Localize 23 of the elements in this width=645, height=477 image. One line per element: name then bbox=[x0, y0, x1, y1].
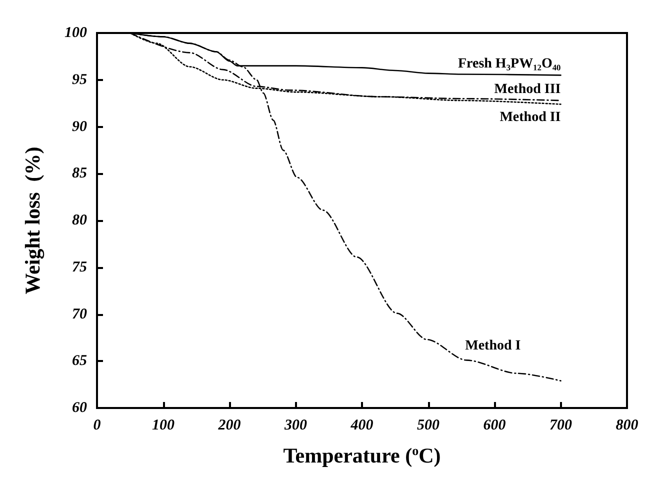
x-tick-label: 700 bbox=[550, 418, 572, 434]
y-tick-label: 60 bbox=[72, 400, 88, 416]
y-tick-label: 65 bbox=[72, 353, 88, 370]
y-tick-label: 80 bbox=[72, 212, 88, 228]
x-tick-label: 400 bbox=[350, 418, 374, 434]
series-label: Method I bbox=[465, 338, 521, 354]
x-tick-label: 0 bbox=[93, 418, 102, 434]
y-tick-label: 100 bbox=[64, 25, 88, 41]
x-tick-label: 100 bbox=[152, 418, 175, 434]
y-tick-label: 95 bbox=[72, 72, 88, 88]
y-tick-label: 90 bbox=[72, 118, 88, 135]
y-tick-label: 85 bbox=[72, 166, 88, 182]
x-tick-label: 200 bbox=[217, 418, 242, 434]
series-label: Fresh H₃PW₁₂O₄₀ bbox=[458, 56, 561, 72]
y-tick-label: 70 bbox=[72, 306, 88, 322]
x-tick-label: 300 bbox=[284, 418, 308, 434]
x-tick-label: 500 bbox=[417, 418, 440, 434]
y-tick-label: 75 bbox=[72, 259, 88, 276]
x-tick-label: 600 bbox=[483, 418, 506, 434]
series-label: Method III bbox=[494, 82, 561, 97]
series-label: Method II bbox=[500, 110, 561, 125]
y-axis-title: Weight loss (%) bbox=[20, 146, 44, 294]
x-tick-label: 800 bbox=[616, 418, 639, 434]
